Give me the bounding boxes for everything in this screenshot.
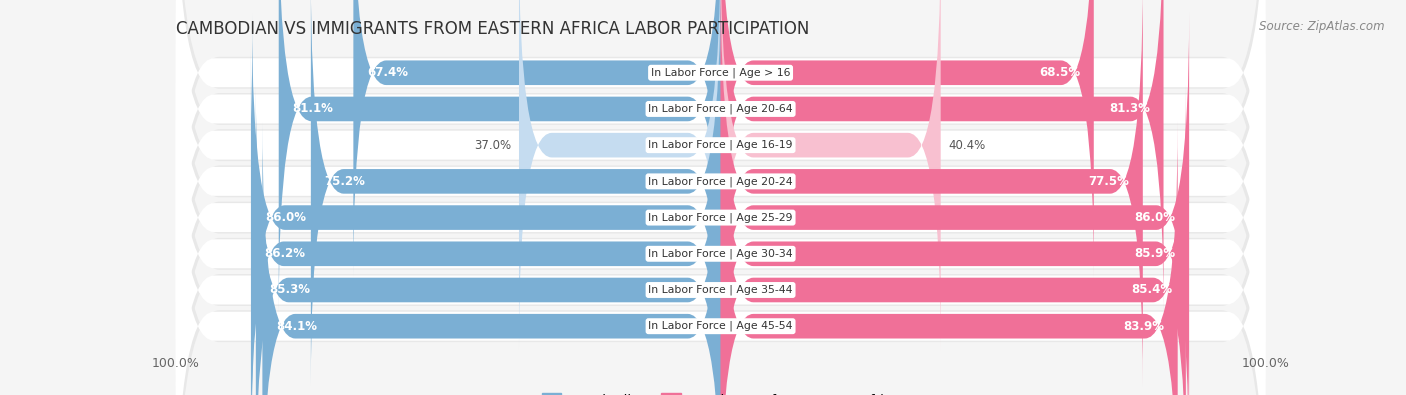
FancyBboxPatch shape	[278, 0, 721, 314]
Text: In Labor Force | Age > 16: In Labor Force | Age > 16	[651, 68, 790, 78]
FancyBboxPatch shape	[256, 85, 721, 395]
Text: 81.3%: 81.3%	[1109, 102, 1150, 115]
FancyBboxPatch shape	[250, 49, 721, 395]
FancyBboxPatch shape	[519, 0, 721, 350]
FancyBboxPatch shape	[176, 0, 1265, 312]
Text: 67.4%: 67.4%	[367, 66, 408, 79]
Text: 86.0%: 86.0%	[1135, 211, 1175, 224]
Text: In Labor Force | Age 20-64: In Labor Force | Age 20-64	[648, 104, 793, 114]
FancyBboxPatch shape	[252, 13, 721, 395]
Text: CAMBODIAN VS IMMIGRANTS FROM EASTERN AFRICA LABOR PARTICIPATION: CAMBODIAN VS IMMIGRANTS FROM EASTERN AFR…	[176, 19, 808, 38]
FancyBboxPatch shape	[721, 0, 1143, 386]
FancyBboxPatch shape	[176, 0, 1265, 395]
FancyBboxPatch shape	[176, 0, 1265, 395]
FancyBboxPatch shape	[176, 0, 1265, 346]
Text: 85.3%: 85.3%	[270, 284, 311, 297]
Text: 77.5%: 77.5%	[1088, 175, 1129, 188]
FancyBboxPatch shape	[721, 121, 1178, 395]
FancyBboxPatch shape	[176, 0, 1265, 395]
Text: 85.9%: 85.9%	[1133, 247, 1175, 260]
Text: Source: ZipAtlas.com: Source: ZipAtlas.com	[1260, 20, 1385, 33]
Text: 84.1%: 84.1%	[276, 320, 316, 333]
Text: In Labor Force | Age 16-19: In Labor Force | Age 16-19	[648, 140, 793, 150]
FancyBboxPatch shape	[176, 0, 1265, 348]
Text: 68.5%: 68.5%	[1039, 66, 1080, 79]
Legend: Cambodian, Immigrants from Eastern Africa: Cambodian, Immigrants from Eastern Afric…	[536, 388, 905, 395]
Text: In Labor Force | Age 30-34: In Labor Force | Age 30-34	[648, 248, 793, 259]
FancyBboxPatch shape	[721, 0, 941, 350]
Text: 75.2%: 75.2%	[325, 175, 366, 188]
FancyBboxPatch shape	[176, 15, 1265, 395]
Text: 85.4%: 85.4%	[1130, 284, 1173, 297]
FancyBboxPatch shape	[721, 85, 1185, 395]
Text: 83.9%: 83.9%	[1123, 320, 1164, 333]
Text: 86.2%: 86.2%	[264, 247, 305, 260]
Text: 86.0%: 86.0%	[266, 211, 307, 224]
FancyBboxPatch shape	[721, 0, 1164, 314]
FancyBboxPatch shape	[353, 0, 721, 278]
Text: 81.1%: 81.1%	[292, 102, 333, 115]
FancyBboxPatch shape	[176, 0, 1265, 383]
FancyBboxPatch shape	[176, 0, 1265, 395]
FancyBboxPatch shape	[263, 121, 721, 395]
FancyBboxPatch shape	[176, 87, 1265, 395]
Text: 37.0%: 37.0%	[474, 139, 510, 152]
Text: 40.4%: 40.4%	[949, 139, 986, 152]
FancyBboxPatch shape	[176, 0, 1265, 384]
FancyBboxPatch shape	[721, 0, 1094, 278]
FancyBboxPatch shape	[176, 51, 1265, 395]
FancyBboxPatch shape	[176, 0, 1265, 395]
FancyBboxPatch shape	[176, 0, 1265, 395]
FancyBboxPatch shape	[721, 49, 1188, 395]
Text: In Labor Force | Age 20-24: In Labor Force | Age 20-24	[648, 176, 793, 186]
FancyBboxPatch shape	[176, 53, 1265, 395]
Text: In Labor Force | Age 45-54: In Labor Force | Age 45-54	[648, 321, 793, 331]
FancyBboxPatch shape	[721, 13, 1189, 395]
Text: In Labor Force | Age 35-44: In Labor Force | Age 35-44	[648, 285, 793, 295]
FancyBboxPatch shape	[311, 0, 721, 386]
FancyBboxPatch shape	[176, 16, 1265, 395]
Text: In Labor Force | Age 25-29: In Labor Force | Age 25-29	[648, 213, 793, 223]
